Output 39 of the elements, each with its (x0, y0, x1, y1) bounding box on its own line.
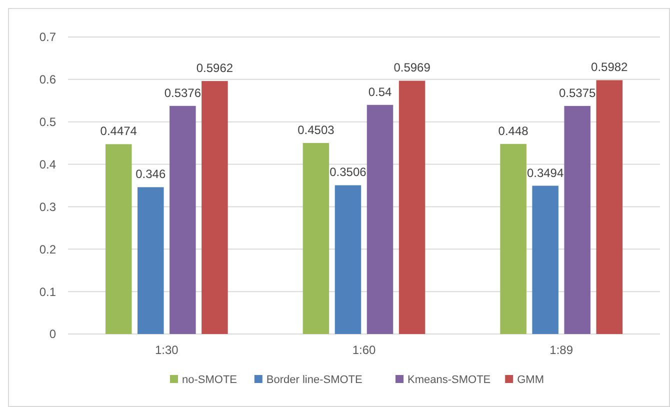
data-label: 0.448 (498, 124, 529, 138)
data-label: 0.4474 (100, 124, 138, 138)
x-tick-label: 1:60 (352, 343, 376, 357)
y-tick-label: 0.5 (39, 115, 56, 130)
bar (334, 185, 362, 334)
bar (596, 80, 623, 334)
data-label: 0.3494 (526, 166, 564, 180)
legend-label: Kmeans-SMOTE (408, 374, 491, 386)
x-tick-label: 1:30 (154, 343, 179, 357)
bar (202, 81, 228, 334)
y-tick-label: 0 (49, 327, 56, 342)
legend-label: Border line-SMOTE (266, 374, 362, 386)
data-label: 0.54 (368, 84, 392, 99)
legend-label: GMM (517, 374, 544, 386)
data-label: 0.3506 (330, 165, 367, 180)
y-tick-label: 0.2 (39, 242, 56, 256)
y-tick-label: 0.1 (39, 284, 56, 299)
bar (500, 144, 526, 334)
x-tick-label: 1:89 (550, 343, 574, 357)
bar (138, 187, 164, 334)
bar (105, 144, 132, 334)
data-label: 0.5982 (591, 60, 628, 74)
bar (564, 106, 590, 334)
data-label: 0.5376 (164, 86, 202, 100)
y-tick-label: 0.7 (39, 30, 56, 44)
bar (302, 142, 330, 334)
legend-label: no-SMOTE (182, 374, 238, 386)
bar (170, 106, 196, 334)
y-tick-label: 0.4 (39, 157, 56, 172)
data-label: 0.4503 (298, 122, 335, 137)
bar (532, 186, 558, 334)
data-label: 0.5969 (394, 60, 431, 75)
bar (398, 80, 426, 334)
y-tick-label: 0.6 (39, 72, 56, 87)
data-label: 0.5962 (196, 61, 234, 76)
y-tick-label: 0.3 (39, 200, 56, 214)
data-label: 0.5375 (558, 86, 596, 100)
bar (366, 104, 394, 334)
data-label: 0.346 (136, 167, 166, 182)
